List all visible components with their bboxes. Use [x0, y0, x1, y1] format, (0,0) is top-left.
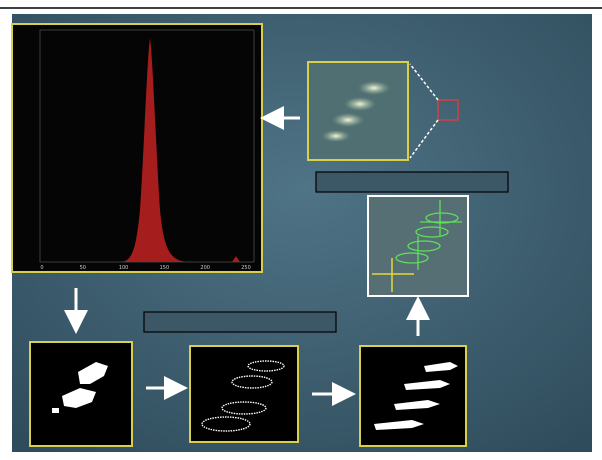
skeleton-panel [360, 346, 466, 446]
blob [52, 408, 59, 413]
binary-panel [30, 342, 132, 446]
x-tick-label: 100 [119, 265, 129, 271]
figure: 0 50 100 150 200 250 [0, 0, 602, 456]
x-tick-label: 0 [40, 265, 43, 271]
x-tick-label: 250 [241, 265, 251, 271]
fish [332, 113, 364, 127]
detection-panel [368, 196, 468, 296]
panel-frame [360, 346, 466, 446]
fish [344, 97, 376, 111]
zoom-panel [308, 62, 408, 160]
label-box [316, 172, 508, 192]
page: 0 50 100 150 200 250 [0, 0, 602, 456]
edge-panel [190, 346, 298, 442]
fish [322, 130, 350, 142]
x-tick-label: 150 [160, 265, 170, 271]
label-box [144, 312, 336, 332]
fish [358, 81, 390, 95]
panel-frame [308, 62, 408, 160]
x-tick-label: 50 [80, 265, 86, 271]
histogram-panel: 0 50 100 150 200 250 [12, 24, 262, 272]
x-tick-label: 200 [200, 265, 210, 271]
